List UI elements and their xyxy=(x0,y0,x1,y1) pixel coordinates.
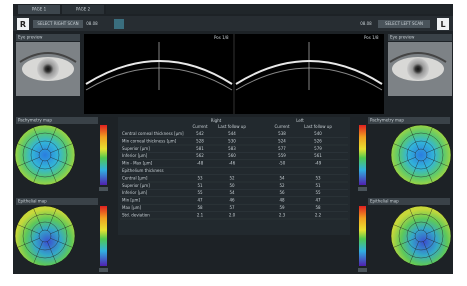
icon-button[interactable] xyxy=(114,19,124,29)
color-scale xyxy=(359,125,366,185)
table-cell: 524 xyxy=(278,138,286,143)
row-label: Min [µm] xyxy=(122,198,140,203)
row-label: Max [µm] xyxy=(122,205,142,210)
eye-badge-label: R xyxy=(20,20,26,29)
table-cell: 58 xyxy=(197,205,203,210)
table-cell: 54 xyxy=(229,190,235,195)
table-cell: 52 xyxy=(229,175,235,180)
table-cell: 48 xyxy=(279,198,285,203)
table-cell: 561 xyxy=(314,153,322,158)
table-cell: 2.2 xyxy=(315,212,322,217)
table-cell: 51 xyxy=(315,183,321,188)
scale-button xyxy=(99,187,108,191)
thickness-map xyxy=(15,206,75,266)
row-label: Std. deviation xyxy=(122,212,150,217)
table-column: Current xyxy=(274,124,289,129)
table-cell: -49 xyxy=(315,161,322,166)
table-cell: 51 xyxy=(197,183,203,188)
table-cell: 52 xyxy=(279,183,285,188)
select-label[interactable]: SELECT RIGHT SCAN xyxy=(37,21,78,26)
table-cell: 528 xyxy=(196,138,204,143)
table-cell: 53 xyxy=(197,175,203,180)
table-cell: 53 xyxy=(315,175,321,180)
table-cell: 538 xyxy=(278,131,286,136)
eye-preview-panel: Eye preview xyxy=(388,34,452,96)
panel-title: Pachymetry map xyxy=(18,118,52,123)
table-cell: 54 xyxy=(279,175,285,180)
thickness-map xyxy=(391,125,451,185)
table-cell: -50 xyxy=(279,161,286,166)
table-cell: 544 xyxy=(228,131,236,136)
select-label[interactable]: SELECT LEFT SCAN xyxy=(385,21,423,26)
color-scale xyxy=(359,206,366,266)
row-label: Min corneal thickness [µm] xyxy=(122,138,177,143)
tab-strip xyxy=(106,5,450,14)
panel-title: Epithelial map xyxy=(370,199,399,204)
scan-position: Pos 1/8 xyxy=(364,35,379,40)
table-cell: 562 xyxy=(196,153,204,158)
table-cell: 46 xyxy=(229,198,235,203)
row-label: Min - Max [µm] xyxy=(122,161,153,166)
table-cell: 2.3 xyxy=(279,212,286,217)
row-label: Superior [µm] xyxy=(122,183,150,188)
table-cell: 47 xyxy=(315,198,321,203)
scan-position: Pos 1/8 xyxy=(214,35,229,40)
scale-button xyxy=(358,187,367,191)
table-column: Last follow up xyxy=(218,124,246,129)
thickness-map xyxy=(391,206,451,266)
panel-title: Eye preview xyxy=(18,35,43,40)
table-cell: 2.1 xyxy=(197,212,204,217)
table-cell: 47 xyxy=(197,198,203,203)
row-label: Central [µm] xyxy=(122,175,148,180)
table-cell: 50 xyxy=(229,183,235,188)
panel-title: Epithelial map xyxy=(18,199,47,204)
table-cell: 530 xyxy=(228,138,236,143)
app-screen: PAGE 1 PAGE 2 R SELECT RIGHT SCAN 08.08 … xyxy=(0,0,467,282)
color-scale xyxy=(100,125,107,185)
table-column: Current xyxy=(192,124,207,129)
oct-scans xyxy=(84,34,384,114)
panel-title: Pachymetry map xyxy=(370,118,404,123)
table-cell: 560 xyxy=(228,153,236,158)
table-cell: 55 xyxy=(197,190,203,195)
table-cell: 57 xyxy=(229,205,235,210)
table-cell: 542 xyxy=(196,131,204,136)
tab-label[interactable]: PAGE 1 xyxy=(32,7,47,12)
row-label: Superior [µm] xyxy=(122,146,150,151)
table-cell: 583 xyxy=(228,146,236,151)
eye-badge-label: L xyxy=(440,20,445,29)
row-label: Central corneal thickness [µm] xyxy=(122,131,184,136)
row-label: Inferior [µm] xyxy=(122,190,148,195)
table-cell: 559 xyxy=(278,153,286,158)
table-cell: 579 xyxy=(314,146,322,151)
panel-title: Eye preview xyxy=(390,35,415,40)
tab-label[interactable]: PAGE 2 xyxy=(76,7,91,12)
table-cell: 581 xyxy=(196,146,204,151)
table-cell: 540 xyxy=(314,131,322,136)
table-cell: 59 xyxy=(279,205,285,210)
scale-button xyxy=(358,268,367,272)
table-cell: 55 xyxy=(315,190,321,195)
table-column: Last follow up xyxy=(304,124,332,129)
table-cell: 2.0 xyxy=(229,212,236,217)
thickness-map xyxy=(15,125,75,185)
table-group: Left xyxy=(296,118,304,123)
eye-preview-panel: Eye preview xyxy=(16,34,80,96)
date: 08.08 xyxy=(360,21,372,26)
table-cell: -48 xyxy=(197,161,204,166)
date: 08.08 xyxy=(86,21,98,26)
table-cell: -46 xyxy=(229,161,236,166)
table-cell: 526 xyxy=(314,138,322,143)
row-label: Epithelium thickness xyxy=(122,168,164,173)
row-label: Inferior [µm] xyxy=(122,153,148,158)
table-cell: 58 xyxy=(315,205,321,210)
color-scale xyxy=(100,206,107,266)
table-group: Right xyxy=(211,118,222,123)
scale-button xyxy=(99,268,108,272)
table-cell: 577 xyxy=(278,146,286,151)
table-cell: 56 xyxy=(279,190,285,195)
